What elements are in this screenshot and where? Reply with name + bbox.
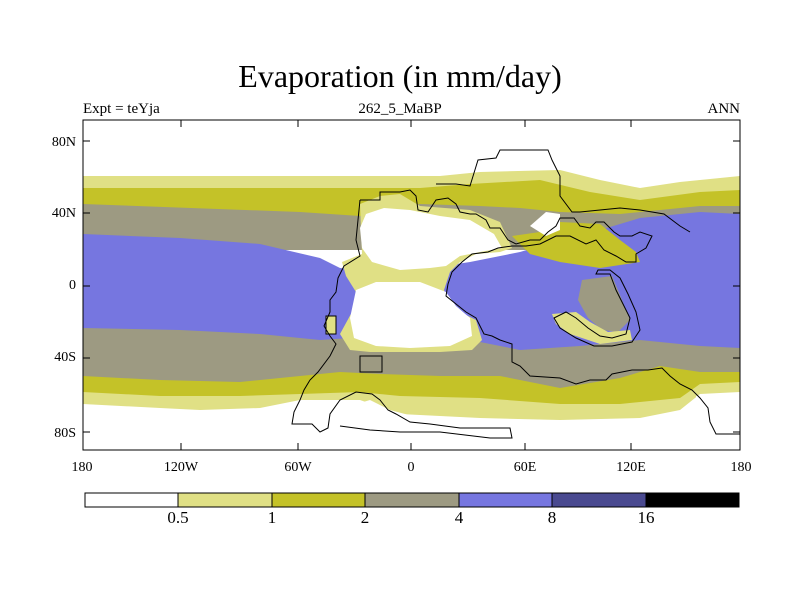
colorbar-label-8: 8 bbox=[547, 508, 557, 527]
colorbar-swatch-1-2 bbox=[272, 493, 365, 507]
experiment-label: Expt = teYja bbox=[83, 101, 160, 117]
lon-label-60w: 60W bbox=[284, 460, 312, 475]
colorbar-swatch-05-1 bbox=[178, 493, 272, 507]
map-title: Evaporation (in mm/day) bbox=[238, 58, 562, 94]
colorbar-label-1: 1 bbox=[267, 508, 277, 527]
coast-north-cap bbox=[436, 149, 691, 233]
coast-east-loop bbox=[553, 269, 641, 347]
lat-label-80n: 80N bbox=[51, 135, 76, 150]
tick-marks bbox=[82, 120, 741, 450]
polar-land-south bbox=[290, 400, 512, 450]
coast-island-west bbox=[325, 315, 337, 335]
time-label: 262_5_MaBP bbox=[358, 101, 442, 117]
colorbar-label-2: 2 bbox=[360, 508, 370, 527]
arctic-island bbox=[530, 212, 560, 236]
colorbar bbox=[84, 492, 740, 508]
coast-west-edge bbox=[291, 199, 513, 439]
lon-label-120w: 120W bbox=[163, 460, 199, 475]
colorbar-swatch-8-16 bbox=[552, 493, 646, 507]
land-east-coast bbox=[552, 312, 632, 344]
land-east-interior bbox=[578, 276, 630, 332]
colorbar-label-4: 4 bbox=[454, 508, 464, 527]
colorbar-swatch-gt16 bbox=[646, 493, 739, 507]
land-south-interior bbox=[350, 282, 472, 348]
colorbar-swatch-2-4 bbox=[365, 493, 459, 507]
lat-label-80s: 80S bbox=[54, 426, 76, 441]
land-west-interior bbox=[360, 208, 502, 270]
colorbar-label-05: 0.5 bbox=[167, 508, 189, 527]
polar-land-east bbox=[696, 394, 740, 450]
small-island-west bbox=[326, 316, 336, 334]
lon-label-60e: 60E bbox=[513, 460, 537, 475]
colorbar-label-16: 16 bbox=[637, 508, 655, 527]
colorbar-swatch-lt05 bbox=[85, 493, 178, 507]
lat-label-40n: 40N bbox=[51, 206, 76, 221]
coast-pangaea bbox=[360, 189, 740, 435]
season-label: ANN bbox=[707, 101, 741, 117]
small-island-south bbox=[360, 356, 382, 372]
lon-label-120e: 120E bbox=[616, 460, 646, 475]
lon-label-0: 0 bbox=[407, 460, 415, 475]
colorbar-swatch-4-8 bbox=[459, 493, 552, 507]
lon-label-180e: 180 bbox=[730, 460, 752, 475]
lat-label-40s: 40S bbox=[54, 350, 76, 365]
lon-label-180w: 180 bbox=[71, 460, 93, 475]
lat-label-eq: 0 bbox=[69, 278, 76, 293]
coast-island-south bbox=[359, 355, 383, 373]
